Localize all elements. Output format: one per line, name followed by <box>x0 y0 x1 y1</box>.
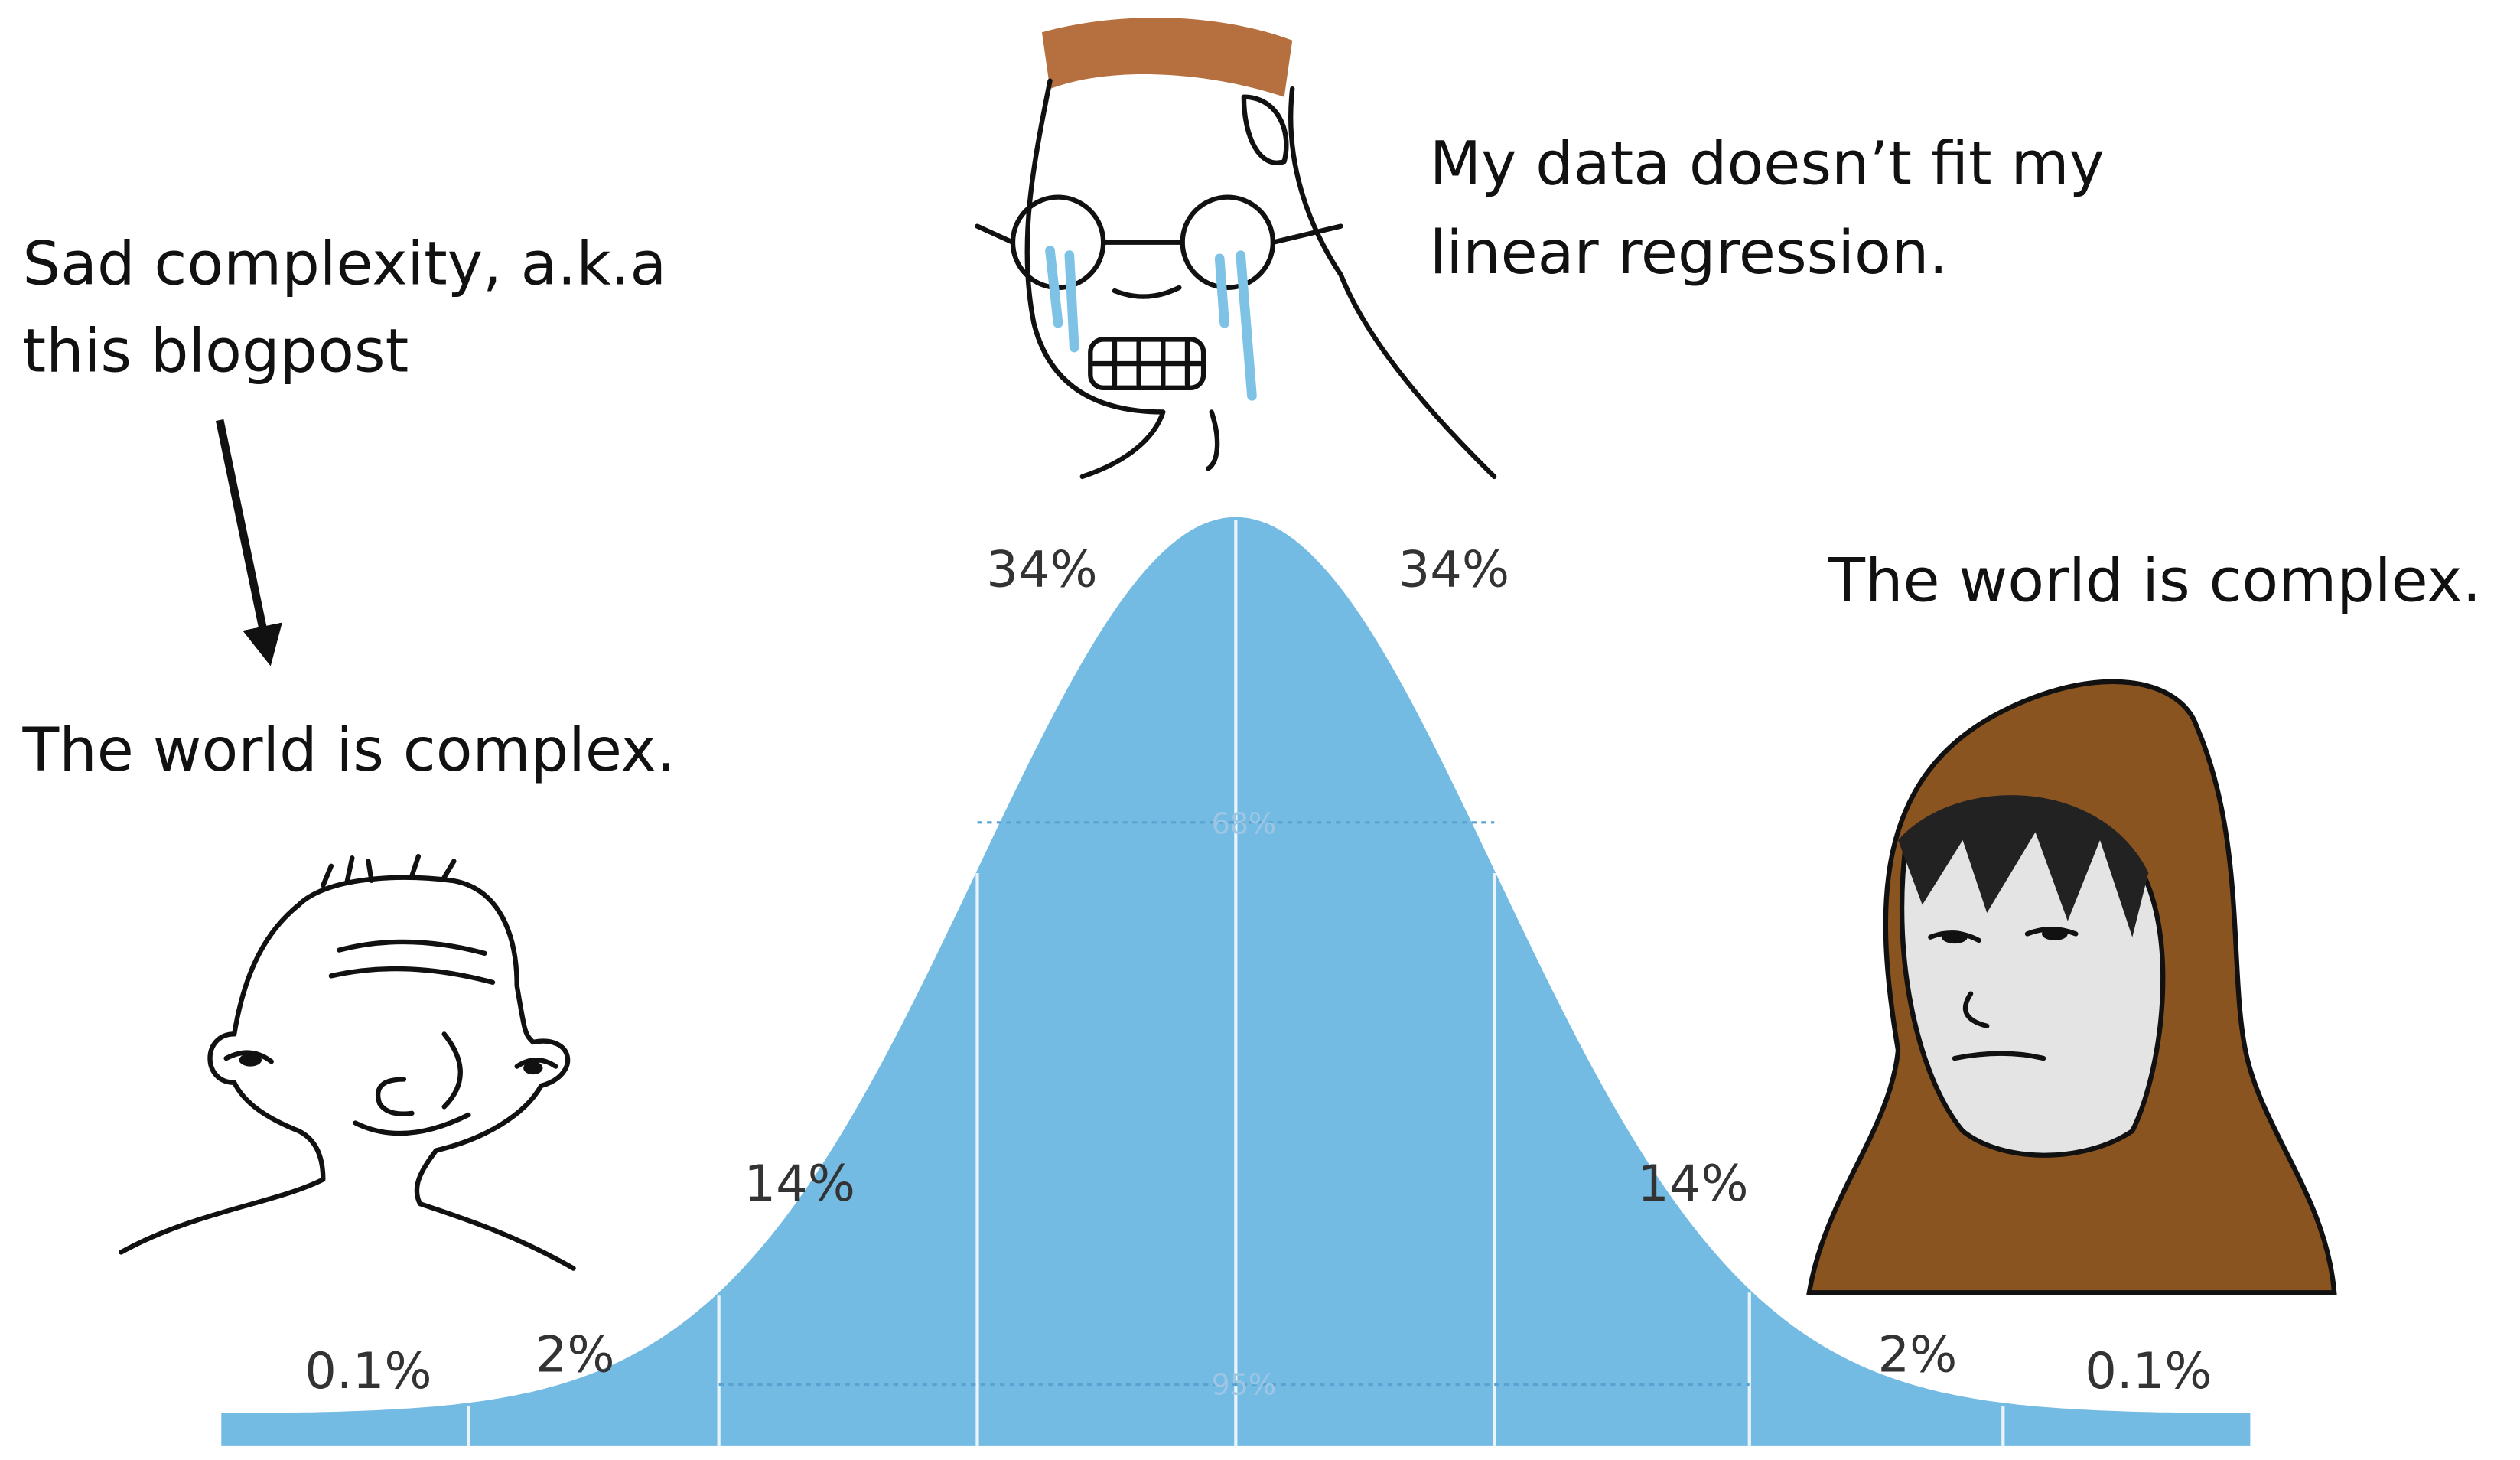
hair <box>1898 795 2149 937</box>
eye <box>239 1053 262 1067</box>
hooded-character <box>1806 679 2337 1295</box>
crying-character <box>975 18 1497 480</box>
eye <box>523 1061 543 1075</box>
segment-label: 14% <box>1637 1155 1748 1213</box>
tears <box>1045 245 1257 401</box>
arrow <box>216 419 282 666</box>
range-label: 68% <box>1212 807 1276 841</box>
bell-curve <box>221 517 2251 1446</box>
segment-label: 14% <box>744 1155 855 1213</box>
simple-character <box>119 853 576 1271</box>
caption: this blogpost <box>23 317 409 386</box>
segment-label: 34% <box>986 540 1097 598</box>
segment-label: 34% <box>1398 540 1509 598</box>
eye <box>2041 927 2068 940</box>
caption: Sad complexity, a.k.a <box>23 230 667 299</box>
eye <box>1942 930 1968 944</box>
segment-labels: 0.1% 2% 14% 34% 34% 14% 2% 0.1% 68% 95% <box>304 540 2212 1401</box>
segment-label: 0.1% <box>2085 1342 2212 1400</box>
caption: linear regression. <box>1430 218 1948 288</box>
segment-label: 0.1% <box>304 1342 431 1400</box>
hair <box>1041 18 1293 97</box>
caption: The world is complex. <box>22 715 676 785</box>
caption: The world is complex. <box>1828 546 2481 615</box>
range-label: 95% <box>1212 1367 1276 1401</box>
segment-label: 2% <box>1877 1326 1957 1384</box>
caption: My data doesn’t fit my <box>1430 129 2105 199</box>
segment-label: 2% <box>536 1326 615 1384</box>
